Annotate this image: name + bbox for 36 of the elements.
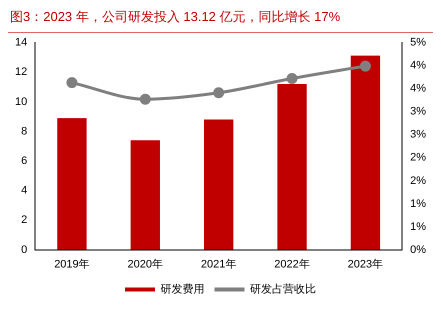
bar	[350, 56, 380, 250]
x-tick-label: 2022年	[274, 258, 310, 270]
y2-tick-label: 4%	[410, 82, 426, 95]
point	[286, 73, 298, 84]
x-tick-label: 2020年	[128, 258, 164, 270]
y-tick-label: 14	[14, 36, 28, 49]
y2-tick-label: 3%	[410, 128, 426, 141]
legend-label: 研发费用	[160, 282, 204, 296]
x-tick-label: 2021年	[200, 258, 236, 270]
y-tick-label: 0	[21, 244, 28, 256]
bar	[57, 118, 87, 250]
y-tick-label: 6	[21, 155, 28, 168]
point	[66, 77, 78, 88]
bar	[204, 120, 234, 250]
bar	[130, 140, 160, 250]
y2-tick-label: 4%	[410, 60, 426, 72]
x-tick-label: 2023年	[348, 258, 384, 270]
point	[360, 60, 371, 72]
y-tick-label: 4	[21, 184, 28, 197]
y2-tick-label: 5%	[410, 36, 426, 49]
y2-tick-label: 2%	[410, 152, 426, 164]
y-tick-label: 12	[14, 66, 28, 78]
y-tick-label: 8	[21, 125, 28, 138]
legend-label: 研发占营收比	[250, 282, 316, 296]
y2-tick-label: 1%	[410, 198, 426, 210]
y2-tick-label: 3%	[410, 106, 426, 118]
point	[213, 87, 224, 98]
bar	[277, 84, 307, 250]
point	[140, 94, 151, 105]
y-tick-label: 10	[14, 96, 28, 108]
y2-tick-label: 1%	[410, 220, 426, 233]
y-tick-label: 2	[21, 214, 28, 226]
x-tick-label: 2019年	[54, 258, 90, 270]
y2-tick-label: 2%	[410, 174, 426, 187]
y2-tick-label: 0%	[410, 244, 426, 256]
chart-title: 图3：2023 年，公司研发投入 13.12 亿元，同比增长 17%	[8, 8, 433, 33]
